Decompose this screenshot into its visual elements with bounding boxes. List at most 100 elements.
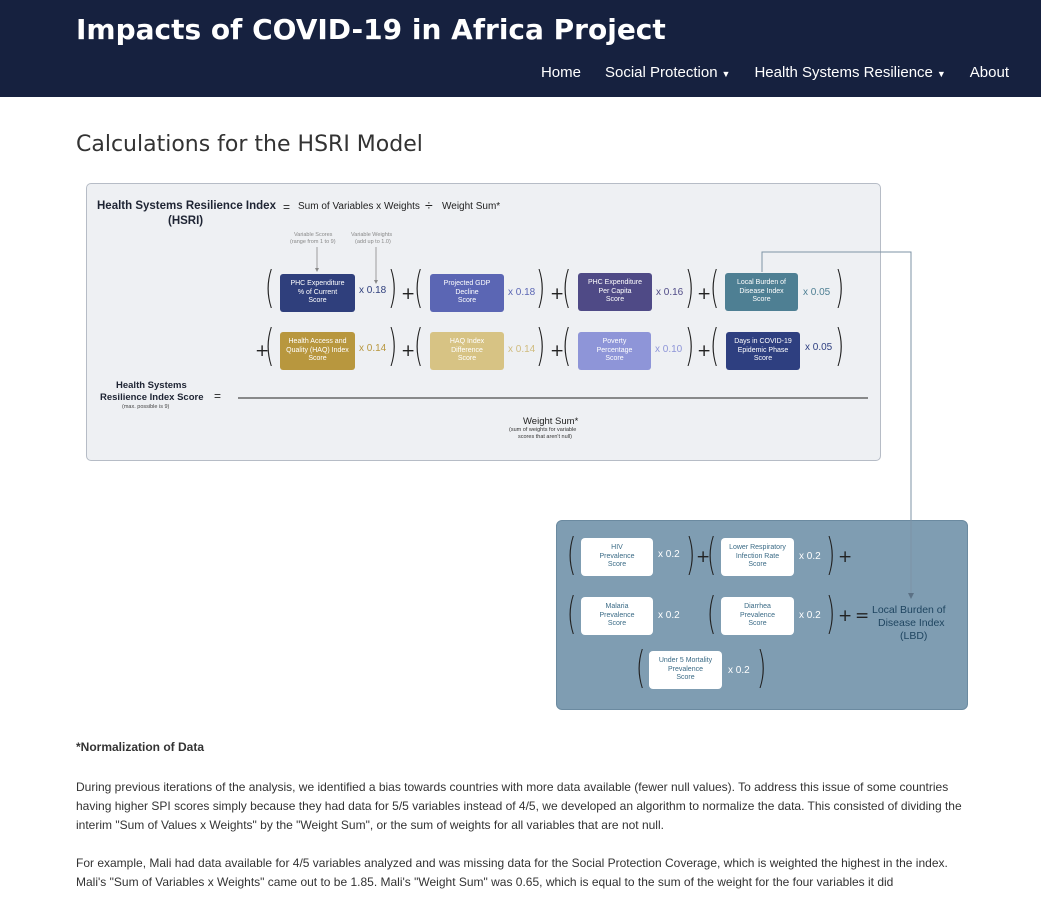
nav-menu: Home Social Protection ▼ Health Systems R… [517, 64, 1009, 81]
normalization-heading: *Normalization of Data [76, 740, 205, 754]
var-line: Local Burden of [736, 278, 787, 286]
paren-open: ( [706, 529, 717, 580]
var-box-covid-days: Days in COVID-19 Epidemic Phase Score [726, 332, 800, 370]
denominator-label: Weight Sum* [523, 416, 579, 427]
var-line: Score [308, 355, 327, 363]
var-line: Per Capita [598, 287, 632, 295]
var-line: Score [457, 355, 477, 363]
lbd-box-under5: Under 5 Mortality Prevalence Score [649, 651, 722, 689]
lbd-line: Prevalence [739, 611, 776, 619]
lbd-weight-malaria: x 0.2 [658, 610, 680, 621]
equals-sign: = [283, 200, 291, 214]
plus-sign: + [401, 284, 416, 304]
paren-close: ) [535, 262, 546, 313]
var-line: Difference [451, 346, 483, 354]
sum-label: Sum of Variables x Weights [298, 201, 420, 212]
lbd-line: Under 5 Mortality [658, 656, 713, 664]
var-line: Health Access and [288, 337, 347, 345]
nav-health-systems-label: Health Systems Resilience [754, 64, 933, 81]
lbd-line: Infection Rate [735, 552, 780, 560]
var-line: Quality (HAQ) Index [286, 346, 349, 354]
var-line: HAQ Index [449, 337, 485, 345]
paren-open: ( [566, 529, 577, 580]
paren-close: ) [834, 320, 845, 371]
weight-local-burden: x 0.05 [803, 287, 831, 298]
lbd-weight-hiv: x 0.2 [658, 549, 680, 560]
nav-social-protection[interactable]: Social Protection ▼ [605, 64, 730, 81]
weight-gdp-decline: x 0.18 [508, 287, 536, 298]
paren-close: ) [387, 262, 398, 313]
score-annotation-arrow [315, 268, 319, 272]
lbd-line: Malaria [605, 602, 629, 610]
nav-home[interactable]: Home [541, 64, 581, 81]
lbd-line: HIV [611, 543, 623, 551]
plus-sign: + [550, 341, 565, 361]
lbd-line: Prevalence [599, 611, 635, 619]
paren-close: ) [685, 529, 696, 580]
paren-open: ( [264, 262, 275, 313]
lbd-box-hiv: HIV Prevalence Score [581, 538, 653, 576]
weight-haq-index: x 0.14 [359, 343, 387, 354]
plus-sign: + [697, 284, 712, 304]
paren-open: ( [709, 320, 720, 371]
paren-open: ( [264, 320, 275, 371]
var-line: % of Current [297, 288, 338, 296]
hsri-diagram: Health Systems Resilience Index (HSRI) =… [0, 160, 1041, 720]
paragraph-2: For example, Mali had data available for… [76, 856, 948, 889]
nav-about[interactable]: About [970, 64, 1009, 81]
plus-sign: + [838, 606, 853, 626]
lbd-result: Local Burden of [872, 604, 946, 616]
var-box-phc-current: PHC Expenditure% of Current Score [280, 274, 355, 312]
paren-open: ( [566, 588, 577, 639]
lbd-line: Score [676, 674, 695, 682]
var-line: Epidemic Phase [737, 346, 789, 354]
paren-open: ( [706, 588, 717, 639]
paren-close: ) [387, 320, 398, 371]
lbd-weight-respiratory: x 0.2 [799, 551, 821, 562]
var-line: Poverty [602, 337, 627, 345]
var-line: Days in COVID-19 [734, 337, 792, 345]
plus-sign: + [401, 341, 416, 361]
var-box-local-burden: Local Burden of Disease Index Score [725, 273, 798, 311]
score-label: Health Systems [116, 380, 187, 391]
lbd-box-malaria: Malaria Prevalence Score [581, 597, 653, 635]
site-brand[interactable]: Impacts of COVID-19 in Africa Project [76, 13, 666, 46]
caret-down-icon: ▼ [721, 69, 731, 79]
lbd-result-2: Disease Index [878, 617, 945, 629]
paren-open: ( [561, 262, 572, 313]
lbd-line: Diarrhea [744, 602, 771, 610]
var-line: PHC Expenditure [587, 278, 643, 286]
paren-close: ) [535, 320, 546, 371]
var-box-haq-difference: HAQ Index Difference Score [430, 332, 504, 370]
annotation-scores-range: (range from 1 to 9) [290, 239, 336, 245]
hsri-abbr: (HSRI) [168, 215, 204, 227]
lbd-connector-line [761, 251, 912, 596]
lbd-weight-under5: x 0.2 [728, 665, 750, 676]
weight-phc-current: x 0.18 [359, 285, 387, 296]
lbd-equals-sign: = [855, 606, 870, 626]
paren-open: ( [635, 642, 646, 693]
var-line: Score [605, 296, 625, 304]
paren-close: ) [756, 642, 767, 693]
nav-social-protection-label: Social Protection [604, 64, 718, 81]
paren-open: ( [561, 320, 572, 371]
var-box-poverty: Poverty Percentage Score [578, 332, 651, 370]
lbd-result-3: (LBD) [900, 630, 928, 642]
var-box-haq-index: Health Access and Quality (HAQ) Index Scor… [280, 332, 355, 370]
lbd-connector-arrow [908, 593, 914, 599]
annotation-scores: Variable Scores [294, 232, 333, 238]
weight-annotation-arrow [374, 280, 378, 284]
paren-open: ( [413, 262, 424, 313]
lbd-line: Lower Respiratory [729, 543, 786, 551]
score-equals: = [214, 389, 222, 403]
caret-down-icon: ▼ [936, 69, 946, 79]
lbd-line: Score [748, 620, 767, 628]
paragraph-1: During previous iterations of the analys… [76, 780, 962, 832]
var-line: Score [605, 355, 624, 363]
paren-close: ) [684, 320, 695, 371]
nav-health-systems[interactable]: Health Systems Resilience ▼ [754, 64, 945, 81]
var-line: Disease Index [739, 287, 784, 295]
paren-close: ) [825, 588, 836, 639]
plus-sign: + [255, 341, 270, 361]
var-line: Decline [455, 288, 479, 296]
